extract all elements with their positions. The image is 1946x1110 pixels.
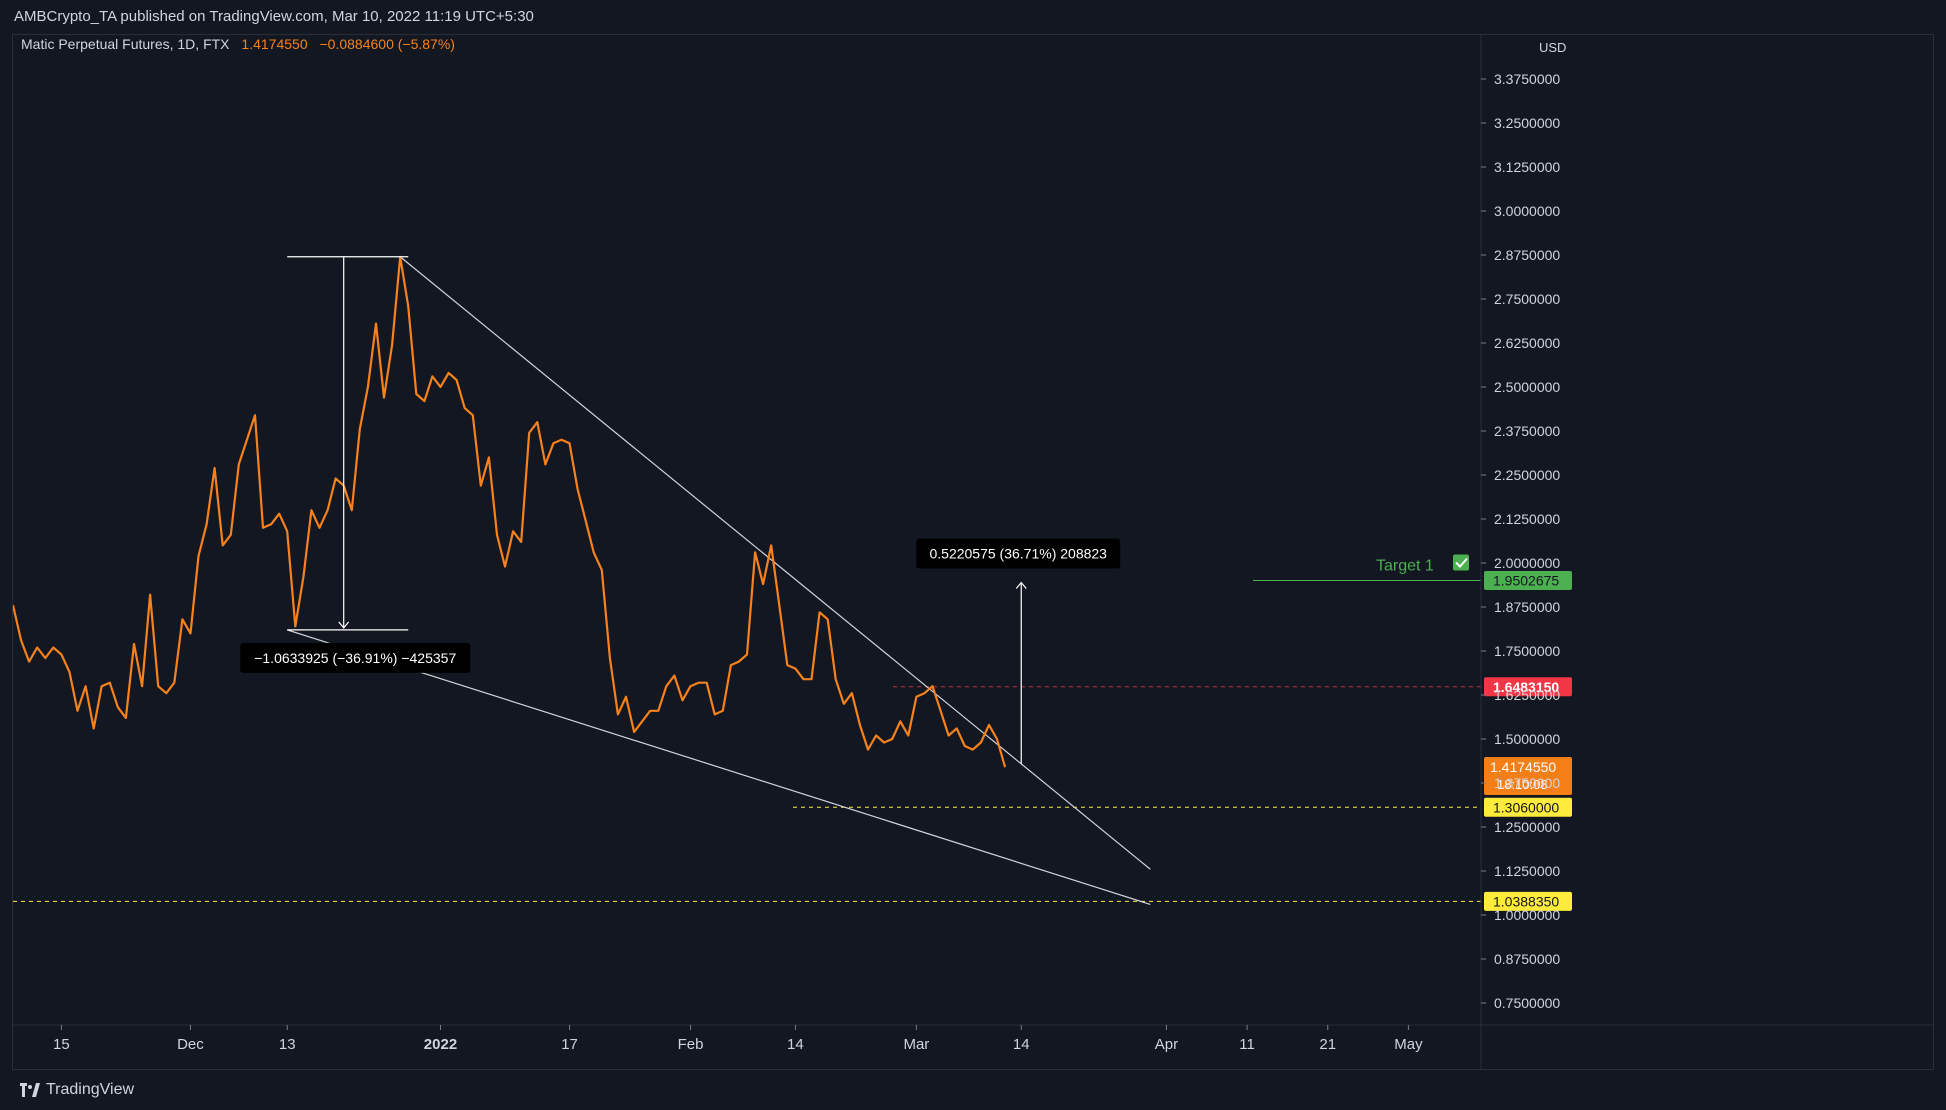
levels-layer: 1.9502675 Target 1 1.6483150 1.3060000 1.038… [13,554,1572,911]
measure-label-box [916,538,1121,569]
y-tick-label: 1.5000000 [1494,731,1560,747]
y-tick-label: 1.6250000 [1494,687,1560,703]
legend-price: 1.4174550 [241,36,307,52]
svg-text:Matic Perpetual Futures, 1D, F: Matic Perpetual Futures, 1D, FTX 1.41745… [21,36,455,52]
level-label-box [1484,797,1572,817]
level-label-box [1484,891,1572,911]
measure-arrow-icon [338,621,350,629]
x-tick-label: May [1394,1036,1423,1053]
publisher-bar: AMBCrypto_TA published on TradingView.co… [0,0,1946,34]
x-tick-label: 11 [1239,1036,1255,1053]
axes-layer: 0.7500000 0.8750000 1.0000000 1.1250000 1.25… [13,35,1933,1069]
measure-label-box [240,642,471,673]
y-tick-label: 3.3750000 [1494,71,1560,87]
measure-arrow-icon [1015,581,1027,589]
measurements-layer: −1.0633925 (−36.91%) −425357 0.5220575 (3… [240,256,1121,764]
series-layer [11,255,1007,768]
level-label: 1.3060000 [1493,799,1559,815]
trendline [287,629,1151,906]
y-tick-label: 2.8750000 [1494,247,1560,263]
level-label-box [1484,571,1572,591]
trendline [399,256,1151,870]
trendlines-layer [287,256,1151,906]
price-chart[interactable]: 1.9502675 Target 1 1.6483150 1.3060000 1.038… [11,35,1933,1069]
measure-label: −1.0633925 (−36.91%) −425357 [254,650,456,666]
y-tick-label: 1.3750000 [1494,775,1560,791]
y-tick-label: 2.2500000 [1494,467,1560,483]
tradingview-logo[interactable]: TradingView [20,1070,134,1110]
countdown-label: 18:10:08 [1497,777,1548,792]
y-tick-label: 2.5000000 [1494,379,1560,395]
y-tick-label: 2.6250000 [1494,335,1560,351]
check-mark-icon [1455,557,1468,568]
y-tick-label: 3.2500000 [1494,115,1560,131]
x-tick-label: 2022 [424,1036,457,1053]
y-tick-label: 1.0000000 [1494,907,1560,923]
level-label: 1.6483150 [1493,679,1559,695]
price-series-line[interactable] [11,255,1007,768]
y-tick-label: 3.0000000 [1494,203,1560,219]
legend-symbol: Matic Perpetual Futures, 1D, FTX [21,36,230,52]
y-tick-label: 1.7500000 [1494,643,1560,659]
y-tick-label: 1.8750000 [1494,599,1560,615]
current-price-label: 1.4174550 [1490,759,1556,775]
y-tick-label: 2.7500000 [1494,291,1560,307]
level-label: 1.0388350 [1493,893,1559,909]
x-tick-label: 15 [53,1036,70,1053]
chart-container[interactable]: 1.9502675 Target 1 1.6483150 1.3060000 1.038… [11,34,1934,1070]
x-tick-label: Mar [903,1036,929,1053]
legend-change: −0.0884600 (−5.87%) [320,36,455,52]
tradingview-brand: TradingView [46,1081,135,1098]
footer-bar: TradingView [0,1070,1946,1110]
x-tick-label: 13 [279,1036,296,1053]
measure-label: 0.5220575 (36.71%) 208823 [929,546,1107,562]
tradingview-logo-icon [20,1083,40,1097]
y-tick-label: 1.2500000 [1494,819,1560,835]
currency-label: USD [1539,40,1566,55]
x-tick-label: 21 [1319,1036,1336,1053]
x-tick-label: 17 [561,1036,578,1053]
x-tick-label: Apr [1155,1036,1178,1053]
publisher-text: AMBCrypto_TA published on TradingView.co… [14,8,534,25]
target-check-icon [1453,554,1469,571]
y-tick-label: 3.1250000 [1494,159,1560,175]
target-annotation: Target 1 [1376,558,1434,575]
current-price-box [1484,757,1572,796]
x-tick-label: 14 [787,1036,804,1053]
level-label-box [1484,677,1572,697]
level-label: 1.9502675 [1493,573,1559,589]
chart-legend: Matic Perpetual Futures, 1D, FTX 1.41745… [21,36,455,52]
x-tick-label: Dec [177,1036,204,1053]
y-tick-label: 1.1250000 [1494,863,1560,879]
y-tick-label: 0.7500000 [1494,995,1560,1011]
x-tick-label: Feb [678,1036,704,1053]
x-tick-label: 14 [1013,1036,1030,1053]
y-tick-label: 2.1250000 [1494,511,1560,527]
y-tick-label: 0.8750000 [1494,951,1560,967]
y-tick-label: 2.3750000 [1494,423,1560,439]
y-tick-label: 2.0000000 [1494,555,1560,571]
